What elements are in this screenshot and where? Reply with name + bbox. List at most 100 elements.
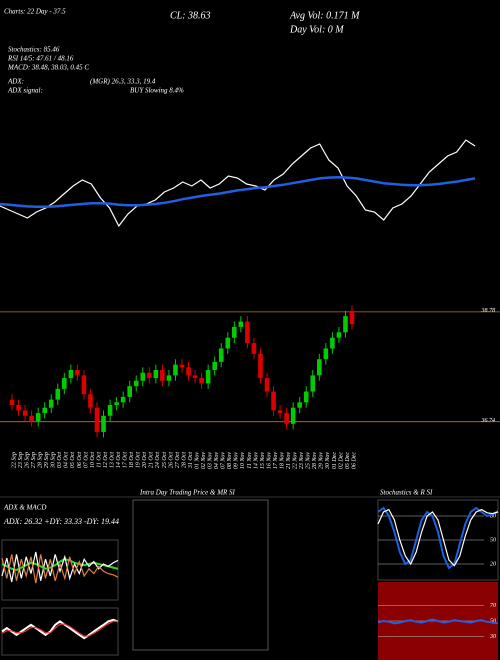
candle-body [160, 370, 165, 381]
y-tick-label: 38.78 [481, 308, 496, 314]
candle-body [317, 359, 322, 376]
series-line [0, 175, 476, 209]
candle-body [166, 375, 172, 381]
panel-title: Stochastics & R SI [380, 489, 433, 497]
header-text: CL: 38.63 [170, 10, 211, 21]
candle-body [133, 380, 139, 387]
candle-body [225, 337, 231, 349]
candle-body [284, 413, 289, 424]
candle-body [238, 321, 244, 327]
x-tick-label: 14 Nov [252, 452, 259, 470]
x-tick-label: 20 Oct [142, 452, 148, 468]
candle-body [16, 405, 21, 411]
series-line [377, 508, 499, 567]
x-tick-label: 07 Nov [221, 452, 227, 470]
x-tick-label: 09 Nov [234, 452, 240, 470]
panel-title: ADX: 26.32 +DY: 33.33 -DY: 19.44 [3, 517, 119, 526]
x-tick-label: 02 Nov [201, 452, 207, 470]
header-text: Day Vol: 0 M [289, 24, 344, 35]
x-tick-label: 21 Oct [149, 452, 155, 468]
x-tick-label: 26 Sep [24, 452, 30, 468]
candle-body [9, 399, 15, 405]
series-line [377, 618, 499, 625]
candle-body [140, 372, 146, 381]
x-tick-label: 08 Nov [227, 452, 233, 470]
header-text: ADX: [7, 78, 24, 86]
x-tick-label: 23 Nov [299, 452, 305, 470]
x-tick-label: 04 Oct [63, 452, 70, 468]
x-tick-label: 04 Nov [213, 452, 220, 470]
x-tick-label: 18 Nov [279, 452, 285, 470]
x-tick-label: 22 Nov [293, 452, 299, 470]
x-tick-label: 17 Nov [273, 452, 279, 470]
candle-body [147, 372, 152, 379]
x-tick-label: 10 Oct [90, 452, 96, 468]
series-line [0, 139, 476, 228]
x-tick-label: 22 Sep [11, 452, 17, 468]
header-text: ADX signal: [7, 87, 43, 95]
panel-title: Intra Day Trading Price & MR SI [139, 489, 236, 497]
y-tick-label: 36.74 [481, 417, 496, 424]
candle-body [107, 405, 113, 416]
x-tick-label: 27 Oct [175, 452, 181, 468]
x-tick-label: 28 Oct [181, 452, 187, 468]
x-tick-label: 19 Oct [136, 452, 142, 468]
x-tick-label: 28 Nov [312, 452, 318, 470]
candle-body [153, 370, 159, 379]
candle-body [42, 407, 47, 414]
x-tick-label: 18 Oct [129, 452, 135, 468]
candle-body [251, 343, 257, 354]
candle-body [48, 399, 54, 408]
y-tick-label: 20 [490, 561, 496, 567]
x-tick-label: 06 Oct [77, 452, 83, 468]
y-tick-label: 30 [489, 634, 496, 640]
candle-body [212, 361, 217, 370]
x-tick-label: 07 Oct [83, 452, 89, 468]
candle-body [192, 375, 198, 379]
candle-body [290, 407, 296, 424]
x-tick-label: 30 Sep [51, 452, 57, 469]
candle-body [199, 378, 204, 384]
x-tick-label: 03 Nov [208, 452, 214, 470]
x-tick-label: 11 Oct [96, 452, 102, 468]
candle-body [120, 396, 126, 403]
y-tick-label: 50 [490, 618, 496, 624]
x-tick-label: 12 Oct [103, 452, 109, 468]
y-tick-label: 80 [490, 513, 496, 519]
header-text: Stochastics: 85.46 [8, 46, 60, 54]
x-tick-label: 31 Oct [188, 452, 194, 469]
candle-body [81, 375, 87, 395]
candle-body [127, 386, 132, 397]
x-tick-label: 16 Nov [266, 452, 272, 470]
candle-body [218, 348, 224, 362]
candle-body [349, 310, 355, 325]
series-line [1, 551, 119, 583]
candle-body [94, 407, 100, 432]
candle-body [35, 413, 41, 422]
candle-body [88, 394, 93, 408]
x-tick-label: 10 Nov [240, 452, 246, 470]
candle-body [258, 353, 263, 379]
series-line [1, 618, 119, 640]
x-tick-label: 26 Oct [168, 452, 174, 468]
header-text: Avg Vol: 0.171 M [289, 10, 360, 21]
x-tick-label: 23 Sep [18, 452, 24, 468]
x-tick-label: 02 Dec [338, 452, 344, 469]
x-tick-label: 27 Sep [31, 452, 37, 468]
candle-body [101, 415, 106, 432]
candle-body [303, 391, 309, 403]
x-tick-label: 13 Oct [109, 452, 115, 468]
x-tick-label: 14 Oct [115, 452, 122, 468]
candle-body [68, 370, 74, 379]
candle-body [62, 378, 67, 389]
candle-body [336, 332, 342, 338]
x-tick-label: 30 Nov [325, 452, 331, 471]
header-text: Charts: 22 Day - 37.5 [4, 8, 66, 16]
x-tick-label: 05 Dec [345, 452, 351, 469]
series-line [1, 558, 119, 572]
candle-body [205, 370, 211, 384]
candle-body [173, 364, 178, 376]
series-line [1, 620, 119, 637]
x-tick-label: 21 Nov [286, 452, 292, 470]
